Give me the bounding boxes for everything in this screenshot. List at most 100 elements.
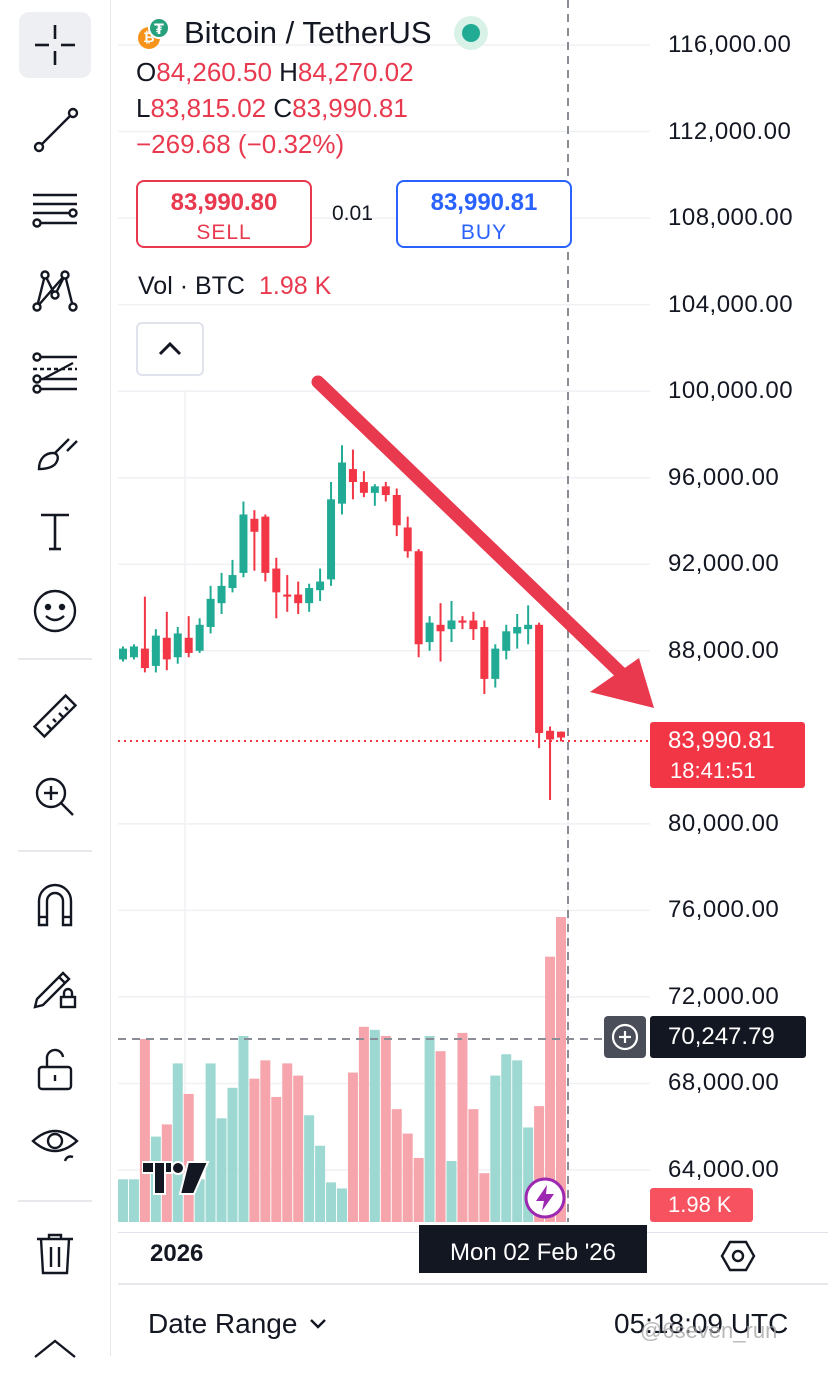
- buy-button[interactable]: 83,990.81 BUY: [396, 180, 572, 248]
- volume-bar: [490, 1075, 501, 1222]
- price-tick-label: 80,000.00: [668, 809, 780, 837]
- trash-icon: [37, 1233, 73, 1275]
- trend-line-icon: [33, 107, 79, 153]
- date-range-button[interactable]: Date Range: [148, 1308, 329, 1340]
- prediction-tool[interactable]: [19, 338, 91, 404]
- price-tick-label: 92,000.00: [668, 550, 780, 578]
- close-value: 83,990.81: [292, 93, 408, 123]
- toolbar-expand[interactable]: [19, 1316, 91, 1382]
- utc-clock[interactable]: 05:18:09 UTC: [614, 1308, 789, 1339]
- candle-body: [239, 514, 248, 573]
- chevron-up-icon: [158, 341, 182, 356]
- brush-tool[interactable]: [19, 418, 91, 484]
- trade-buttons: 83,990.80 SELL 0.01 83,990.81 BUY: [136, 180, 576, 252]
- ohlc-row-1: O84,260.50 H84,270.02: [136, 54, 488, 90]
- zoom-in-tool[interactable]: [19, 764, 91, 830]
- spread-value: 0.01: [332, 202, 373, 225]
- price-tick-label: 64,000.00: [668, 1156, 780, 1183]
- candle-body: [129, 646, 138, 658]
- pattern-tool[interactable]: [19, 256, 91, 322]
- volume-bar: [216, 1118, 227, 1222]
- crosshair-price-tag: 70,247.79: [650, 1016, 806, 1058]
- volume-bar: [260, 1060, 271, 1222]
- price-chart[interactable]: [118, 0, 828, 1232]
- volume-bar: [293, 1075, 304, 1222]
- candle-body: [173, 633, 182, 658]
- candle-body: [447, 620, 456, 630]
- volume-bar: [347, 1072, 358, 1222]
- price-tick-label: 72,000.00: [668, 982, 780, 1010]
- candle-body: [348, 469, 357, 483]
- volume-bar: [512, 1060, 523, 1222]
- symbol-row[interactable]: ₿ ₮ Bitcoin / TetherUS: [136, 12, 488, 54]
- volume-legend[interactable]: Vol · BTC 1.98 K: [138, 272, 331, 301]
- unlock-icon: [37, 1048, 73, 1091]
- hexagon-settings-icon: [720, 1240, 756, 1272]
- volume-bar: [282, 1063, 293, 1222]
- open-value: 84,260.50: [156, 57, 272, 87]
- time-axis-label: 2026: [150, 1240, 204, 1267]
- high-value: 84,270.02: [297, 57, 414, 87]
- candle-body: [228, 575, 237, 589]
- add-alert-button[interactable]: [604, 1016, 646, 1058]
- lock-drawings-tool[interactable]: [19, 952, 91, 1018]
- price-tick-label: 116,000.00: [668, 31, 792, 58]
- volume-bar: [304, 1115, 315, 1222]
- bottom-bar-divider: [118, 1283, 828, 1285]
- unlock-tool[interactable]: [19, 1036, 91, 1102]
- prediction-icon: [32, 352, 77, 394]
- volume-bar: [402, 1133, 413, 1222]
- open-label: O: [136, 57, 157, 87]
- price-tick-label: 108,000.00: [668, 204, 794, 232]
- buy-price: 83,990.81: [430, 189, 538, 216]
- volume-bar: [337, 1188, 347, 1222]
- text-tool[interactable]: [19, 498, 91, 564]
- candle-body: [119, 648, 127, 660]
- chart-settings-button[interactable]: [718, 1236, 758, 1276]
- volume-bar: [380, 1035, 391, 1222]
- remove-drawings-tool[interactable]: [19, 1220, 91, 1286]
- crosshair-tool[interactable]: [19, 12, 91, 78]
- high-label: H: [279, 57, 298, 87]
- candle-body: [327, 499, 336, 580]
- emoji-icon: [33, 589, 77, 633]
- candle-body: [370, 486, 379, 493]
- volume-bar: [468, 1109, 479, 1222]
- candle-body: [338, 462, 346, 504]
- volume-bar: [435, 1051, 446, 1222]
- eye-icon: [31, 1129, 79, 1162]
- buy-label: BUY: [460, 221, 508, 244]
- volume-bar: [556, 917, 566, 1222]
- candle-body: [140, 648, 149, 669]
- symbol-coins: ₿ ₮: [136, 15, 172, 51]
- volume-bar: [358, 1026, 369, 1222]
- trend-line-tool[interactable]: [19, 96, 91, 162]
- volume-bar: [534, 1106, 545, 1222]
- flash-button[interactable]: [523, 1176, 567, 1220]
- brush-icon: [37, 438, 78, 471]
- candle-body: [414, 551, 423, 645]
- visibility-tool[interactable]: [19, 1110, 91, 1176]
- sell-button[interactable]: 83,990.80 SELL: [136, 180, 312, 248]
- ruler-tool[interactable]: [19, 684, 91, 750]
- volume-bar: [391, 1109, 402, 1222]
- volume-bar: [446, 1161, 457, 1222]
- candle-body: [151, 635, 160, 666]
- toolbar-divider: [18, 1200, 92, 1202]
- zoom-in-icon: [35, 777, 74, 816]
- magnet-tool[interactable]: [19, 872, 91, 938]
- candle-body: [480, 626, 489, 679]
- candle-body: [392, 495, 401, 526]
- candle-body: [491, 648, 500, 679]
- collapse-legend-button[interactable]: [136, 322, 204, 376]
- tradingview-logo[interactable]: [141, 1160, 210, 1201]
- fib-retracement-tool[interactable]: [19, 176, 91, 242]
- volume-bar: [369, 1029, 380, 1222]
- price-change: −269.68 (−0.32%): [136, 129, 345, 159]
- symbol-title[interactable]: Bitcoin / TetherUS: [184, 15, 432, 50]
- candle-body: [305, 588, 314, 604]
- pattern-icon: [32, 270, 78, 312]
- emoji-tool[interactable]: [19, 578, 91, 644]
- toolbar-divider: [18, 850, 92, 852]
- candle-body: [535, 624, 544, 733]
